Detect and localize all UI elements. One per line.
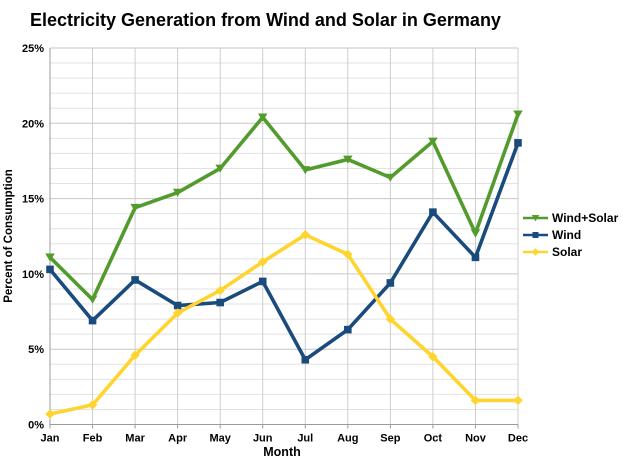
x-axis-label: Month xyxy=(263,445,301,459)
solar-line-icon xyxy=(523,248,548,256)
svg-text:0%: 0% xyxy=(28,420,44,432)
svg-text:Jul: Jul xyxy=(297,433,313,445)
svg-text:Mar: Mar xyxy=(125,433,145,445)
svg-text:Jun: Jun xyxy=(253,433,273,445)
svg-text:10%: 10% xyxy=(22,269,44,281)
svg-text:15%: 15% xyxy=(22,194,44,206)
svg-text:Sep: Sep xyxy=(380,433,400,445)
legend: Wind+Solar Wind Solar xyxy=(522,211,618,259)
svg-text:25%: 25% xyxy=(22,43,44,55)
svg-text:Dec: Dec xyxy=(508,433,528,445)
legend-item-wind: Wind xyxy=(522,228,618,242)
legend-label-wind-solar: Wind+Solar xyxy=(552,211,619,225)
svg-text:Apr: Apr xyxy=(168,433,188,445)
svg-text:20%: 20% xyxy=(22,118,44,130)
svg-text:Nov: Nov xyxy=(465,433,487,445)
wind-line-icon xyxy=(523,232,548,238)
svg-text:Jan: Jan xyxy=(41,433,60,445)
legend-item-solar: Solar xyxy=(522,245,618,259)
legend-label-solar: Solar xyxy=(552,245,583,259)
svg-text:5%: 5% xyxy=(28,344,44,356)
chart-title: Electricity Generation from Wind and Sol… xyxy=(30,10,501,30)
svg-text:Aug: Aug xyxy=(337,433,358,445)
svg-text:May: May xyxy=(209,433,231,445)
svg-text:Feb: Feb xyxy=(83,433,103,445)
legend-label-wind: Wind xyxy=(552,228,582,242)
svg-text:Oct: Oct xyxy=(424,433,443,445)
wind-solar-line-icon xyxy=(523,215,548,222)
legend-item-wind-solar: Wind+Solar xyxy=(522,211,618,225)
